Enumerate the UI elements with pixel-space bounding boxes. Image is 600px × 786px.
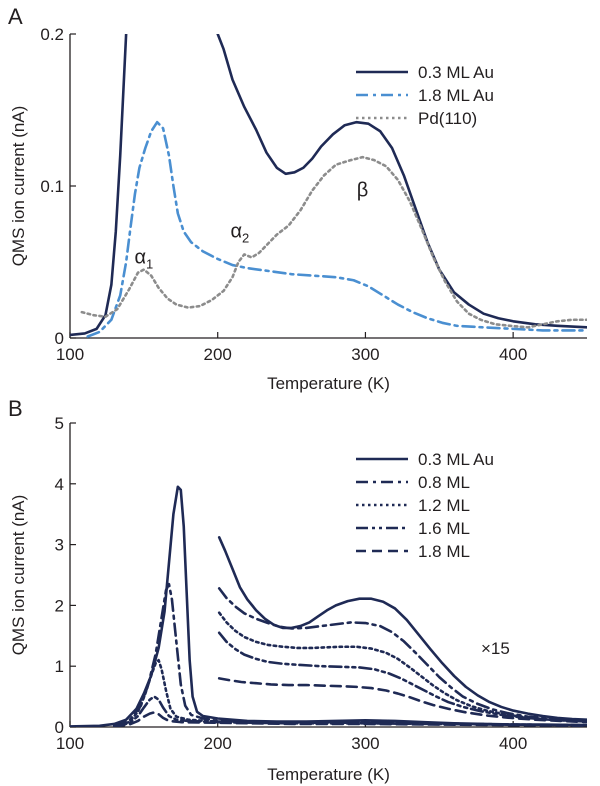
y-tick-label: 0.1	[40, 177, 64, 196]
legend-label: 1.6 ML	[418, 519, 470, 538]
series-line	[217, 536, 587, 721]
x-tick-label: 100	[56, 345, 84, 364]
legend-label: 1.8 ML	[418, 542, 470, 561]
x-tick-label: 300	[351, 734, 379, 753]
series-line	[113, 611, 587, 727]
x-axis-title: Temperature (K)	[267, 374, 390, 393]
y-tick-label: 0	[55, 718, 64, 737]
series-line	[113, 582, 587, 727]
series-line	[113, 677, 587, 727]
legend-label: 0.3 ML Au	[418, 63, 494, 82]
legend-label: 1.8 ML Au	[418, 86, 494, 105]
y-axis-title: QMS ion current (nA)	[9, 495, 28, 656]
series-line	[80, 155, 587, 329]
y-tick-label: 3	[55, 536, 64, 555]
panel-a: A 100 200 300 400 0 0.1 0.2 Temperature (K) QMS i…	[8, 4, 587, 393]
legend-label: Pd(110)	[418, 109, 477, 128]
y-tick-label: 4	[55, 475, 64, 494]
y-tick-label: 1	[55, 657, 64, 676]
panel-letter: A	[8, 4, 23, 29]
x-tick-label: 400	[499, 734, 527, 753]
annotation: ×15	[481, 639, 510, 658]
panel-b: B 100 200 300 400 0 1 2 3 4 5 Temperature (K) QMS io…	[8, 396, 587, 784]
annotation-subscript: 2	[242, 231, 249, 246]
series-line	[70, 34, 587, 337]
x-tick-label: 200	[204, 734, 232, 753]
x-tick-label: 100	[56, 734, 84, 753]
annotation: α1	[134, 247, 153, 272]
x-axis-title: Temperature (K)	[267, 765, 390, 784]
annotation-subscript: 1	[146, 257, 153, 272]
y-axis-title: QMS ion current (nA)	[9, 106, 28, 267]
legend-label: 0.3 ML Au	[418, 450, 494, 469]
legend-label: 1.2 ML	[418, 496, 470, 515]
x-tick-label: 400	[499, 345, 527, 364]
series-line	[86, 120, 587, 338]
y-tick-label: 0	[55, 329, 64, 348]
y-tick-label: 0.2	[40, 25, 64, 44]
y-tick-label: 5	[55, 414, 64, 433]
annotation: α2	[230, 221, 249, 246]
series-group	[70, 485, 587, 727]
annotation: β	[357, 180, 369, 202]
legend-label: 0.8 ML	[418, 473, 470, 492]
x-tick-label: 200	[204, 345, 232, 364]
y-tick-label: 2	[55, 596, 64, 615]
x-tick-label: 300	[351, 345, 379, 364]
series-group	[70, 34, 587, 338]
panel-letter: B	[8, 396, 23, 421]
